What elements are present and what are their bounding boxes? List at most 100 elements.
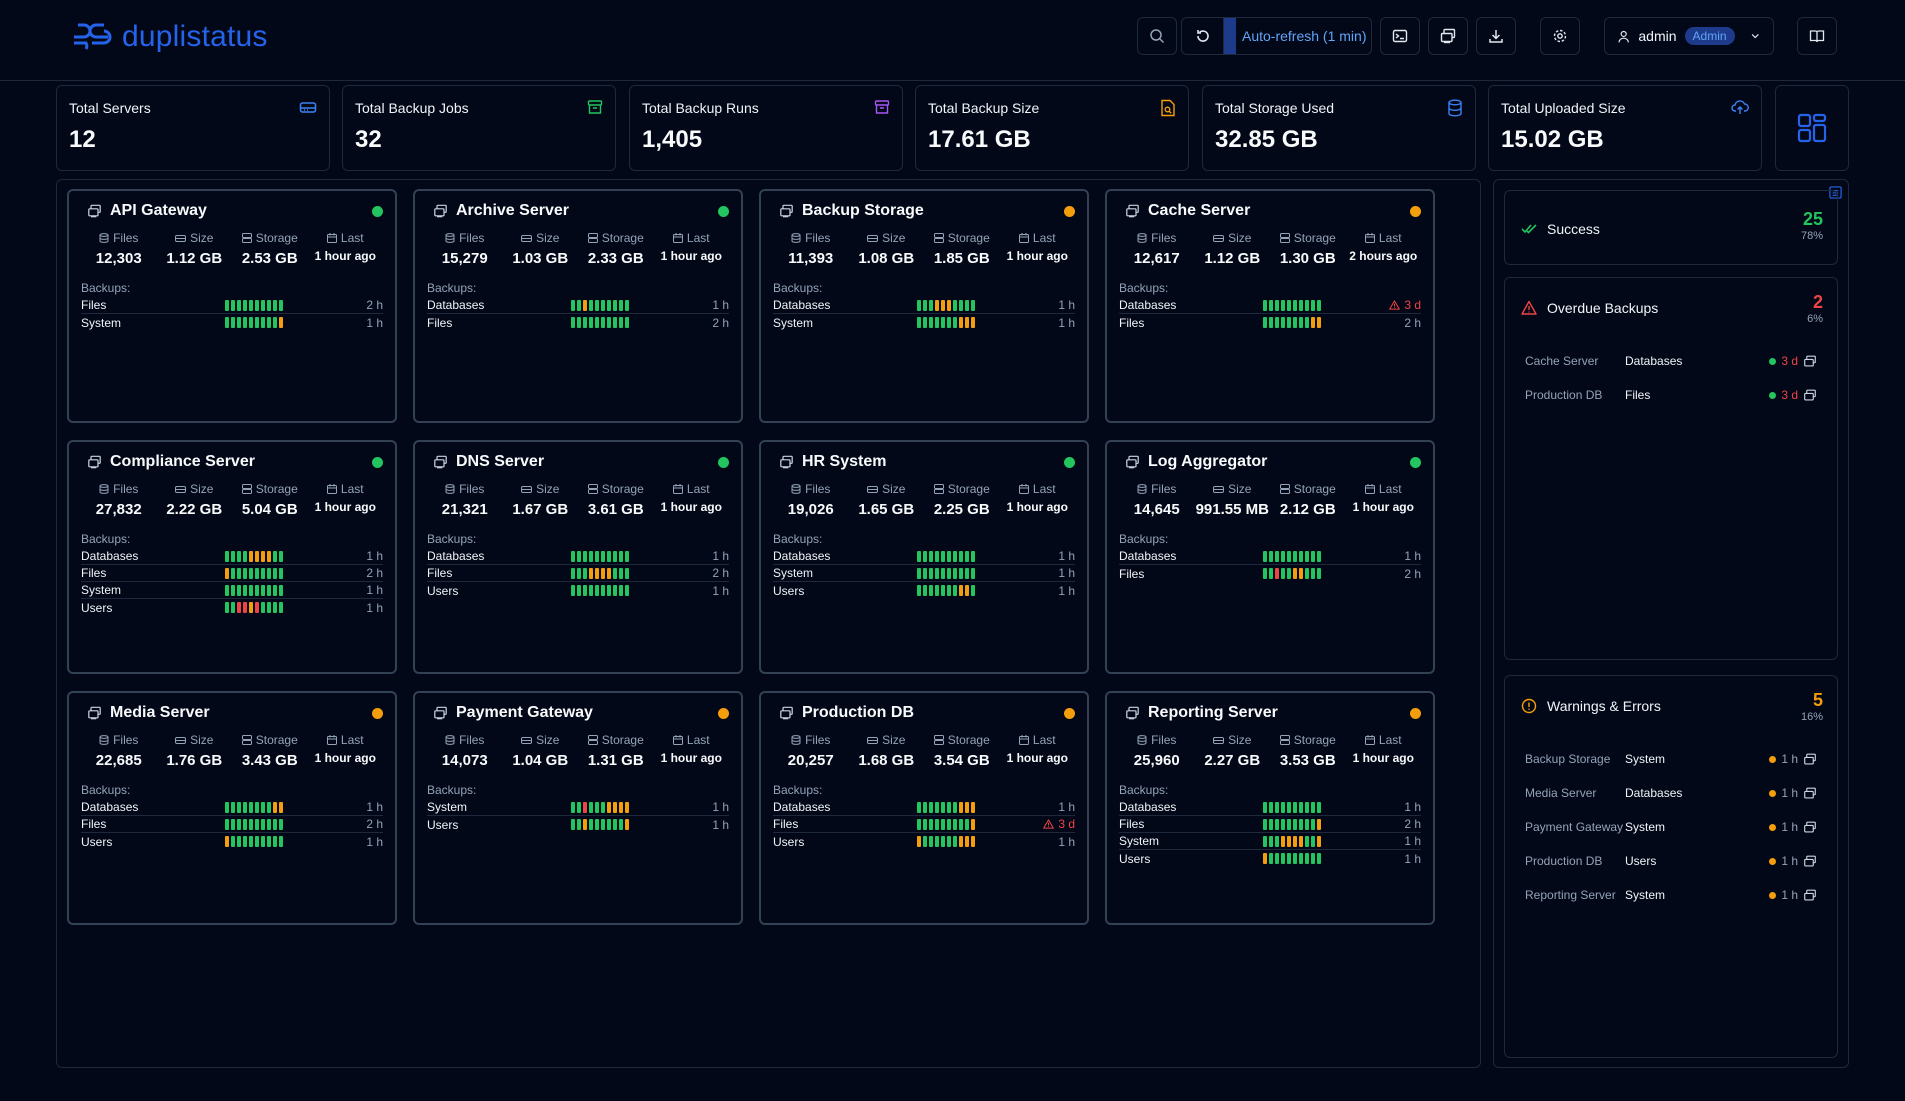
backup-status-bar[interactable] xyxy=(267,317,271,328)
app-logo[interactable]: duplistatus xyxy=(70,20,268,54)
backup-job-row[interactable]: Users 1 h xyxy=(427,582,729,599)
backup-status-bar[interactable] xyxy=(1317,853,1321,864)
backup-status-bar[interactable] xyxy=(577,550,581,562)
backup-status-bar[interactable] xyxy=(941,818,945,830)
backup-status-bar[interactable] xyxy=(607,585,611,596)
backup-status-bar[interactable] xyxy=(1305,818,1309,830)
backup-status-bar[interactable] xyxy=(1269,853,1273,864)
server-card[interactable]: Production DB Files 20,257 Size 1.68 GB … xyxy=(759,691,1089,925)
backup-status-bar[interactable] xyxy=(1269,550,1273,562)
backup-status-bar[interactable] xyxy=(577,801,581,813)
backup-status-bar[interactable] xyxy=(279,567,283,579)
backup-status-bar[interactable] xyxy=(243,801,247,813)
backup-status-bar[interactable] xyxy=(923,317,927,328)
backup-status-bar[interactable] xyxy=(255,584,259,596)
backup-status-bar[interactable] xyxy=(249,550,253,562)
backup-status-bar[interactable] xyxy=(965,836,969,847)
backup-status-bar[interactable] xyxy=(1263,801,1267,813)
backup-status-bar[interactable] xyxy=(953,801,957,813)
backup-status-bar[interactable] xyxy=(577,299,581,311)
backup-status-bar[interactable] xyxy=(619,299,623,311)
backup-status-bar[interactable] xyxy=(1287,835,1291,847)
backup-status-bar[interactable] xyxy=(261,602,265,613)
backup-status-bar[interactable] xyxy=(923,550,927,562)
backup-status-bar[interactable] xyxy=(225,317,229,328)
backup-status-bar[interactable] xyxy=(953,585,957,596)
backup-status-bar[interactable] xyxy=(613,567,617,579)
backup-status-bar[interactable] xyxy=(1299,299,1303,311)
backup-status-bar[interactable] xyxy=(279,584,283,596)
backup-job-row[interactable]: System 1 h xyxy=(81,582,383,599)
backup-job-row[interactable]: Files 2 h xyxy=(427,565,729,582)
backup-status-bar[interactable] xyxy=(1281,853,1285,864)
backup-status-bar[interactable] xyxy=(1287,801,1291,813)
backup-status-bar[interactable] xyxy=(583,299,587,311)
backup-status-bar[interactable] xyxy=(273,801,277,813)
backup-status-bar[interactable] xyxy=(923,818,927,830)
backup-status-bar[interactable] xyxy=(971,818,975,830)
backup-status-bar[interactable] xyxy=(1281,568,1285,579)
backup-status-bar[interactable] xyxy=(941,836,945,847)
backup-job-row[interactable]: Users 1 h xyxy=(81,599,383,616)
backup-status-bar[interactable] xyxy=(923,801,927,813)
backup-status-bar[interactable] xyxy=(249,836,253,847)
backup-status-bar[interactable] xyxy=(237,818,241,830)
server-card[interactable]: API Gateway Files 12,303 Size 1.12 GB St… xyxy=(67,189,397,423)
backup-status-bar[interactable] xyxy=(1299,801,1303,813)
backup-status-bar[interactable] xyxy=(243,317,247,328)
backup-status-bar[interactable] xyxy=(1263,818,1267,830)
backup-status-bar[interactable] xyxy=(571,819,575,830)
backup-status-bar[interactable] xyxy=(953,836,957,847)
backup-status-bar[interactable] xyxy=(243,299,247,311)
backup-status-bar[interactable] xyxy=(619,550,623,562)
backup-status-bar[interactable] xyxy=(607,317,611,328)
backup-job-row[interactable]: Users 1 h xyxy=(773,582,1075,599)
backup-job-row[interactable]: Files 2 h xyxy=(1119,314,1421,331)
backup-status-bar[interactable] xyxy=(249,317,253,328)
backup-status-bar[interactable] xyxy=(273,584,277,596)
server-details-icon[interactable] xyxy=(1803,389,1817,402)
backup-status-bar[interactable] xyxy=(1317,818,1321,830)
backup-status-bar[interactable] xyxy=(1293,299,1297,311)
backup-job-row[interactable]: Users 1 h xyxy=(1119,850,1421,867)
backup-status-bar[interactable] xyxy=(929,299,933,311)
backup-status-bar[interactable] xyxy=(941,317,945,328)
backup-status-bar[interactable] xyxy=(589,585,593,596)
backup-status-bar[interactable] xyxy=(613,819,617,830)
server-card[interactable]: HR System Files 19,026 Size 1.65 GB Stor… xyxy=(759,440,1089,674)
backup-status-bar[interactable] xyxy=(929,801,933,813)
backup-status-bar[interactable] xyxy=(625,801,629,813)
backup-status-bar[interactable] xyxy=(953,818,957,830)
backup-status-bar[interactable] xyxy=(929,585,933,596)
backup-status-bar[interactable] xyxy=(237,317,241,328)
backup-status-bar[interactable] xyxy=(1263,568,1267,579)
backup-status-bar[interactable] xyxy=(947,818,951,830)
backup-status-bar[interactable] xyxy=(237,836,241,847)
success-panel[interactable]: Success 25 78% xyxy=(1504,190,1838,265)
backup-status-bar[interactable] xyxy=(947,567,951,579)
backup-status-bar[interactable] xyxy=(279,550,283,562)
server-card[interactable]: Payment Gateway Files 14,073 Size 1.04 G… xyxy=(413,691,743,925)
backup-status-bar[interactable] xyxy=(947,299,951,311)
backup-status-bar[interactable] xyxy=(971,585,975,596)
backup-status-bar[interactable] xyxy=(1299,317,1303,328)
server-card[interactable]: Media Server Files 22,685 Size 1.76 GB S… xyxy=(67,691,397,925)
backup-status-bar[interactable] xyxy=(619,567,623,579)
backup-status-bar[interactable] xyxy=(225,550,229,562)
backup-status-bar[interactable] xyxy=(1287,568,1291,579)
backup-status-bar[interactable] xyxy=(1275,299,1279,311)
server-card[interactable]: Archive Server Files 15,279 Size 1.03 GB… xyxy=(413,189,743,423)
backup-status-bar[interactable] xyxy=(929,567,933,579)
backup-status-bar[interactable] xyxy=(583,567,587,579)
backup-status-bar[interactable] xyxy=(1311,550,1315,562)
backup-status-bar[interactable] xyxy=(959,550,963,562)
backup-status-bar[interactable] xyxy=(255,818,259,830)
backup-job-row[interactable]: Files 2 h xyxy=(1119,565,1421,582)
backup-status-bar[interactable] xyxy=(589,801,593,813)
backup-status-bar[interactable] xyxy=(965,299,969,311)
backup-status-bar[interactable] xyxy=(249,584,253,596)
backup-status-bar[interactable] xyxy=(237,801,241,813)
backup-job-row[interactable]: Databases 1 h xyxy=(773,799,1075,816)
backup-status-bar[interactable] xyxy=(279,602,283,613)
backup-status-bar[interactable] xyxy=(619,819,623,830)
